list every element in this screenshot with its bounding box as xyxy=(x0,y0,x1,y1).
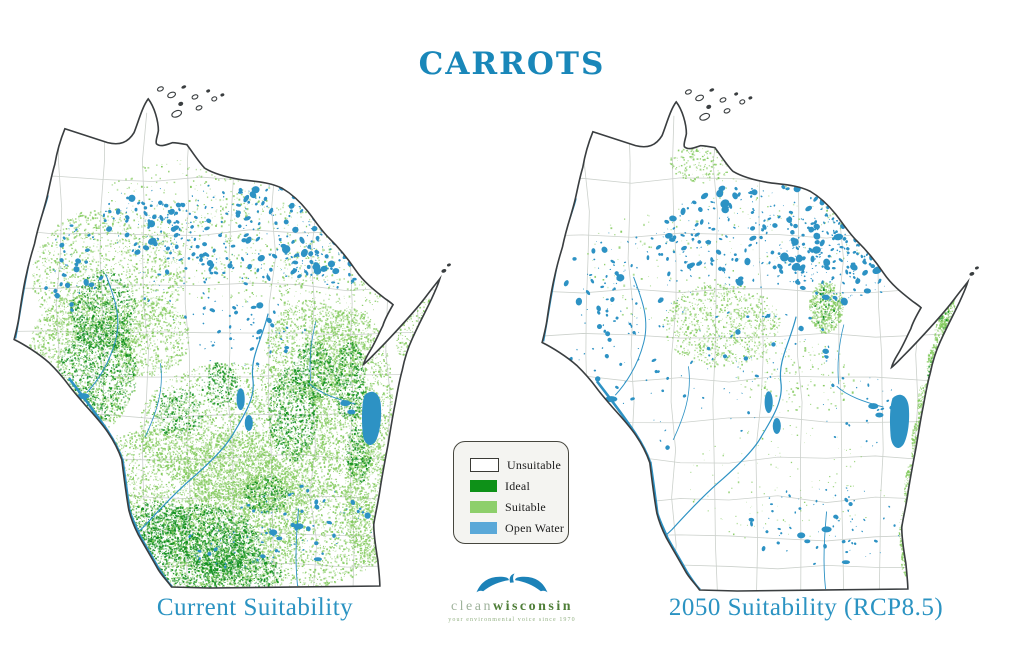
legend-swatch-suitable xyxy=(470,501,497,513)
legend-label-suitable: Suitable xyxy=(505,499,546,514)
legend-swatch-open-water xyxy=(470,522,497,534)
legend-swatch-ideal xyxy=(470,480,497,492)
bird-icon xyxy=(476,573,548,593)
map-label-2050: 2050 Suitability (RCP8.5) xyxy=(668,594,944,621)
legend-row-open-water: Open Water xyxy=(470,518,568,538)
brand-tagline: your environmental voice since 1970 xyxy=(448,617,576,623)
legend-label-unsuitable: Unsuitable xyxy=(507,457,561,472)
brand-wisconsin: wisconsin xyxy=(492,599,574,614)
legend-row-ideal: Ideal xyxy=(470,476,568,496)
legend-row-suitable: Suitable xyxy=(470,497,568,517)
legend-swatch-unsuitable xyxy=(470,458,499,472)
page-title: CARROTS xyxy=(418,46,606,82)
legend-label-open-water: Open Water xyxy=(505,520,565,535)
map-current-suitability xyxy=(6,83,453,590)
clean-wisconsin-logo: cleanwisconsin your environmental voice … xyxy=(440,572,584,623)
brand-clean: clean xyxy=(450,599,493,614)
map-canvas-current xyxy=(6,83,453,590)
map-2050-suitability xyxy=(534,86,981,593)
map-canvas-2050 xyxy=(534,86,981,593)
legend-label-ideal: Ideal xyxy=(505,478,530,493)
legend-box: Unsuitable Ideal Suitable Open Water xyxy=(453,441,569,544)
legend-row-unsuitable: Unsuitable xyxy=(470,455,568,475)
brand-name: cleanwisconsin xyxy=(440,600,584,614)
map-label-current: Current Suitability xyxy=(156,594,354,621)
